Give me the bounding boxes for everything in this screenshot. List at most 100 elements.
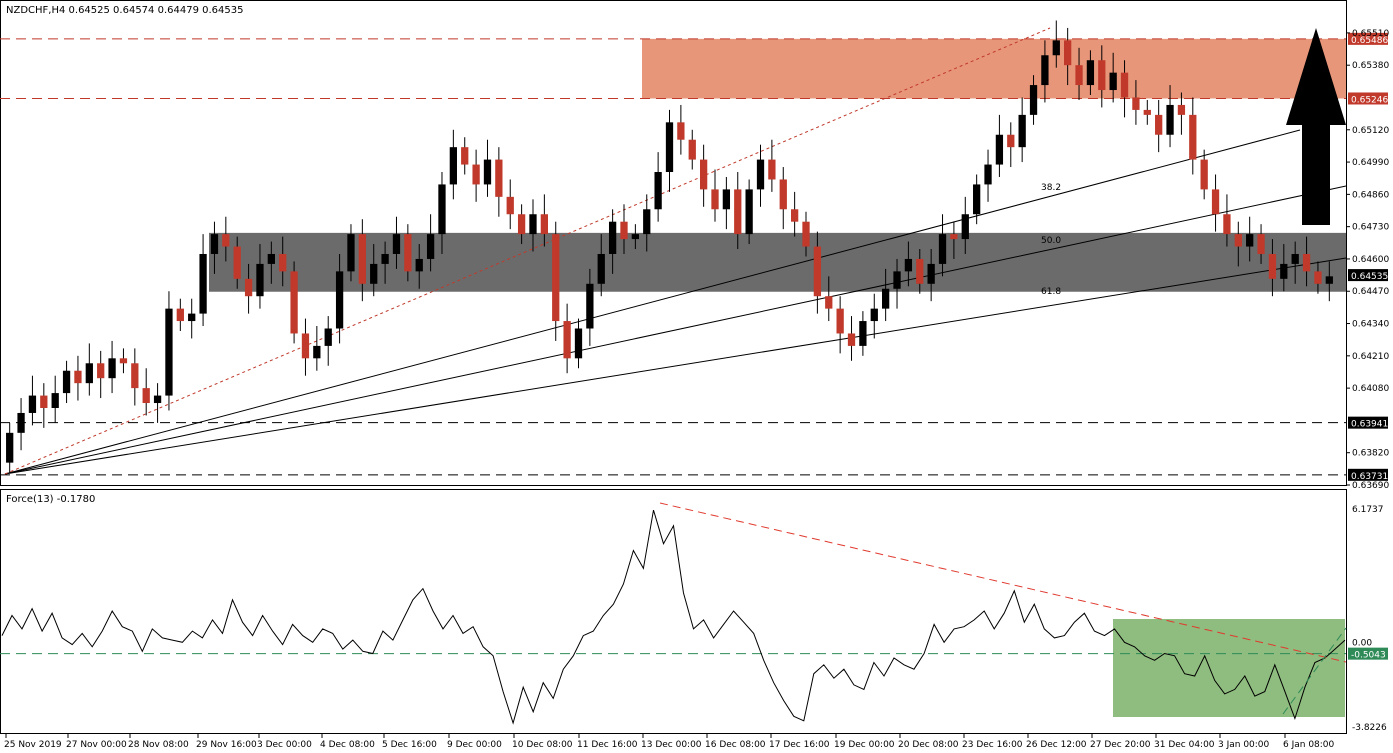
candle-body: [17, 412, 25, 433]
candle-body: [1291, 253, 1299, 264]
candle-body: [392, 234, 401, 254]
current-price-box: [1348, 269, 1388, 282]
candle-body: [267, 253, 275, 264]
candle-body: [1257, 234, 1265, 254]
level-price-tag: 0.63941: [1348, 416, 1388, 430]
y-tick-label: 0.64990: [1352, 158, 1389, 168]
x-tick-label: 28 Nov 08:00: [128, 740, 189, 750]
x-tick-label: 26 Dec 12:00: [1026, 740, 1087, 750]
candle-body: [1132, 97, 1140, 110]
x-tick-label: 31 Dec 04:00: [1154, 740, 1215, 750]
candle-body: [472, 164, 480, 185]
force-axis-label: -3.8226: [1352, 723, 1387, 733]
candle-body: [620, 221, 628, 240]
force-axis-label: 6.1737: [1352, 505, 1384, 515]
candle-body: [438, 184, 446, 235]
candle-body: [927, 263, 935, 284]
candle-body: [540, 214, 549, 235]
candle-body: [313, 345, 321, 359]
candle-body: [506, 196, 514, 215]
candle-body: [210, 234, 219, 254]
candle-body: [995, 134, 1004, 165]
candle-body: [40, 395, 48, 408]
candle-body: [1211, 189, 1220, 215]
candle-body: [847, 333, 856, 346]
x-tick-label: 20 Dec 08:00: [898, 740, 959, 750]
candle-body: [938, 234, 947, 264]
x-tick-label: 11 Dec 16:00: [577, 740, 638, 750]
candle-body: [1098, 60, 1106, 91]
candle-body: [950, 234, 958, 240]
x-tick-label: 25 Nov 2019: [4, 740, 62, 750]
level-tag-label: 0.65486: [1351, 36, 1388, 46]
candle-body: [734, 189, 742, 235]
support-zone: [209, 232, 1346, 292]
candle-body: [461, 147, 469, 165]
force-index-line: [1, 509, 1346, 725]
candle-body: [1120, 72, 1129, 98]
level-price-tag: 0.65486: [1348, 32, 1388, 46]
candle-body: [256, 263, 264, 297]
candle-body: [279, 253, 287, 272]
candle-body: [381, 253, 389, 264]
x-tick-label: 17 Dec 16:00: [769, 740, 830, 750]
x-tick-label: 4 Dec 08:00: [320, 740, 375, 750]
candle-body: [597, 253, 605, 284]
candle-body: [74, 370, 82, 384]
fib-label: 50.0: [1041, 236, 1061, 246]
candle-body: [984, 164, 992, 185]
y-tick-label: 0.65510: [1352, 29, 1389, 39]
x-tick-label: 6 Jan 08:00: [1283, 740, 1335, 750]
candle-body: [552, 234, 560, 322]
candle-body: [1302, 253, 1311, 272]
resistance-zone: [642, 38, 1346, 99]
level-tag-label: 0.63731: [1351, 472, 1388, 482]
candle-body: [904, 258, 913, 272]
price-panel: 38.2 50.0 61.8: [0, 20, 1347, 476]
candle-body: [802, 221, 810, 247]
candle-body: [574, 328, 583, 359]
force-level-label: -0.5043: [1351, 651, 1386, 661]
candle-body: [347, 234, 355, 272]
candle-body: [1155, 114, 1163, 135]
candle-body: [756, 159, 765, 190]
candle-body: [711, 189, 719, 210]
candle-body: [131, 363, 139, 389]
x-tick-label: 3 Dec 00:00: [257, 740, 312, 750]
candle-body: [449, 147, 457, 185]
y-tick-label: 0.64730: [1352, 223, 1389, 233]
candle-body: [665, 122, 674, 173]
candle-body: [1200, 159, 1208, 190]
candle-body: [1268, 253, 1277, 279]
force-zone: [1113, 619, 1345, 717]
candle-body: [870, 308, 878, 322]
candle-body: [244, 278, 253, 297]
candle-body: [893, 271, 901, 289]
x-tick-label: 19 Dec 00:00: [834, 740, 895, 750]
candle-body: [1314, 271, 1322, 284]
level-tag-box: [1348, 92, 1388, 105]
x-tick-label: 29 Nov 16:00: [196, 740, 257, 750]
candle-body: [1325, 276, 1333, 284]
candle-body: [188, 313, 196, 322]
candle-body: [324, 328, 332, 346]
candle-body: [1064, 40, 1072, 66]
y-tick-label: 0.64470: [1352, 287, 1389, 297]
level-tag-box: [1348, 416, 1388, 429]
candle-body: [1007, 134, 1015, 148]
candle-body: [1052, 40, 1060, 56]
x-tick-label: 3 Jan 00:00: [1218, 740, 1270, 750]
candle-body: [335, 271, 344, 329]
x-tick-label: 10 Dec 08:00: [512, 740, 573, 750]
candle-body: [233, 246, 241, 279]
candle-body: [813, 246, 822, 297]
y-tick-label: 0.64210: [1352, 352, 1389, 362]
candle-body: [790, 209, 799, 222]
force-panel: -0.5043 6.1737 0.00 -3.8226: [0, 502, 1388, 733]
x-tick-label: 16 Dec 08:00: [705, 740, 766, 750]
candle-body: [882, 288, 890, 309]
fib-fan-line-1: [4, 185, 1347, 475]
candle-body: [961, 214, 969, 240]
candle-body: [825, 296, 833, 309]
candle-body: [608, 221, 617, 254]
